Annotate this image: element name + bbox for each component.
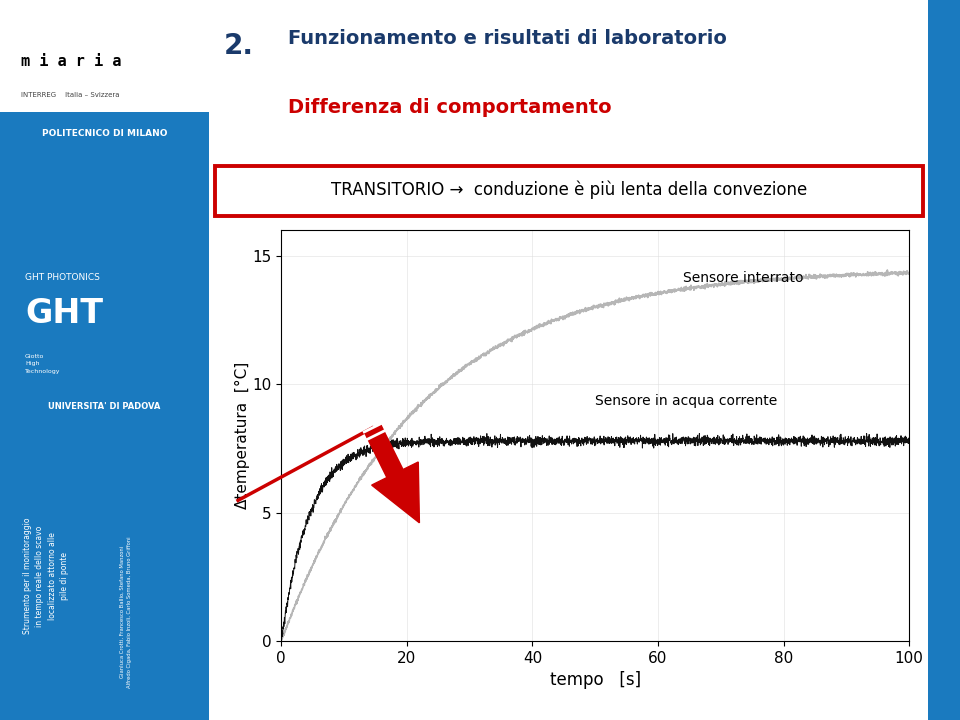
Text: TRANSITORIO →  conduzione è più lenta della convezione: TRANSITORIO → conduzione è più lenta del… bbox=[330, 181, 807, 199]
Y-axis label: Δtemperatura  [°C]: Δtemperatura [°C] bbox=[234, 362, 250, 509]
Text: Giotto
High
Technology: Giotto High Technology bbox=[25, 354, 60, 374]
Text: Strumento per il monitoraggio
in tempo reale dello scavo
localizzato attorno all: Strumento per il monitoraggio in tempo r… bbox=[23, 518, 69, 634]
Text: GHT: GHT bbox=[25, 297, 103, 330]
Text: POLITECNICO DI MILANO: POLITECNICO DI MILANO bbox=[42, 129, 167, 138]
Text: Gianluca Crotti, Francesco Ballio, Stefano Manzoni
Alfredo Cigada, Fabio Inzoli,: Gianluca Crotti, Francesco Ballio, Stefa… bbox=[120, 536, 132, 688]
Text: GHT PHOTONICS: GHT PHOTONICS bbox=[25, 273, 100, 282]
FancyArrow shape bbox=[364, 424, 420, 523]
Text: 2.: 2. bbox=[224, 32, 253, 60]
Text: UNIVERSITA' DI PADOVA: UNIVERSITA' DI PADOVA bbox=[48, 402, 161, 411]
Text: Sensore in acqua corrente: Sensore in acqua corrente bbox=[595, 394, 778, 408]
X-axis label: tempo   [s]: tempo [s] bbox=[550, 671, 640, 689]
Text: Differenza di comportamento: Differenza di comportamento bbox=[288, 98, 612, 117]
Text: INTERREG    Italia – Svizzera: INTERREG Italia – Svizzera bbox=[21, 92, 119, 98]
Text: Funzionamento e risultati di laboratorio: Funzionamento e risultati di laboratorio bbox=[288, 29, 728, 48]
FancyBboxPatch shape bbox=[215, 166, 923, 215]
Text: m i a r i a: m i a r i a bbox=[21, 54, 121, 68]
Text: Sensore interrato: Sensore interrato bbox=[684, 271, 804, 284]
Bar bbox=[0, 0, 209, 112]
